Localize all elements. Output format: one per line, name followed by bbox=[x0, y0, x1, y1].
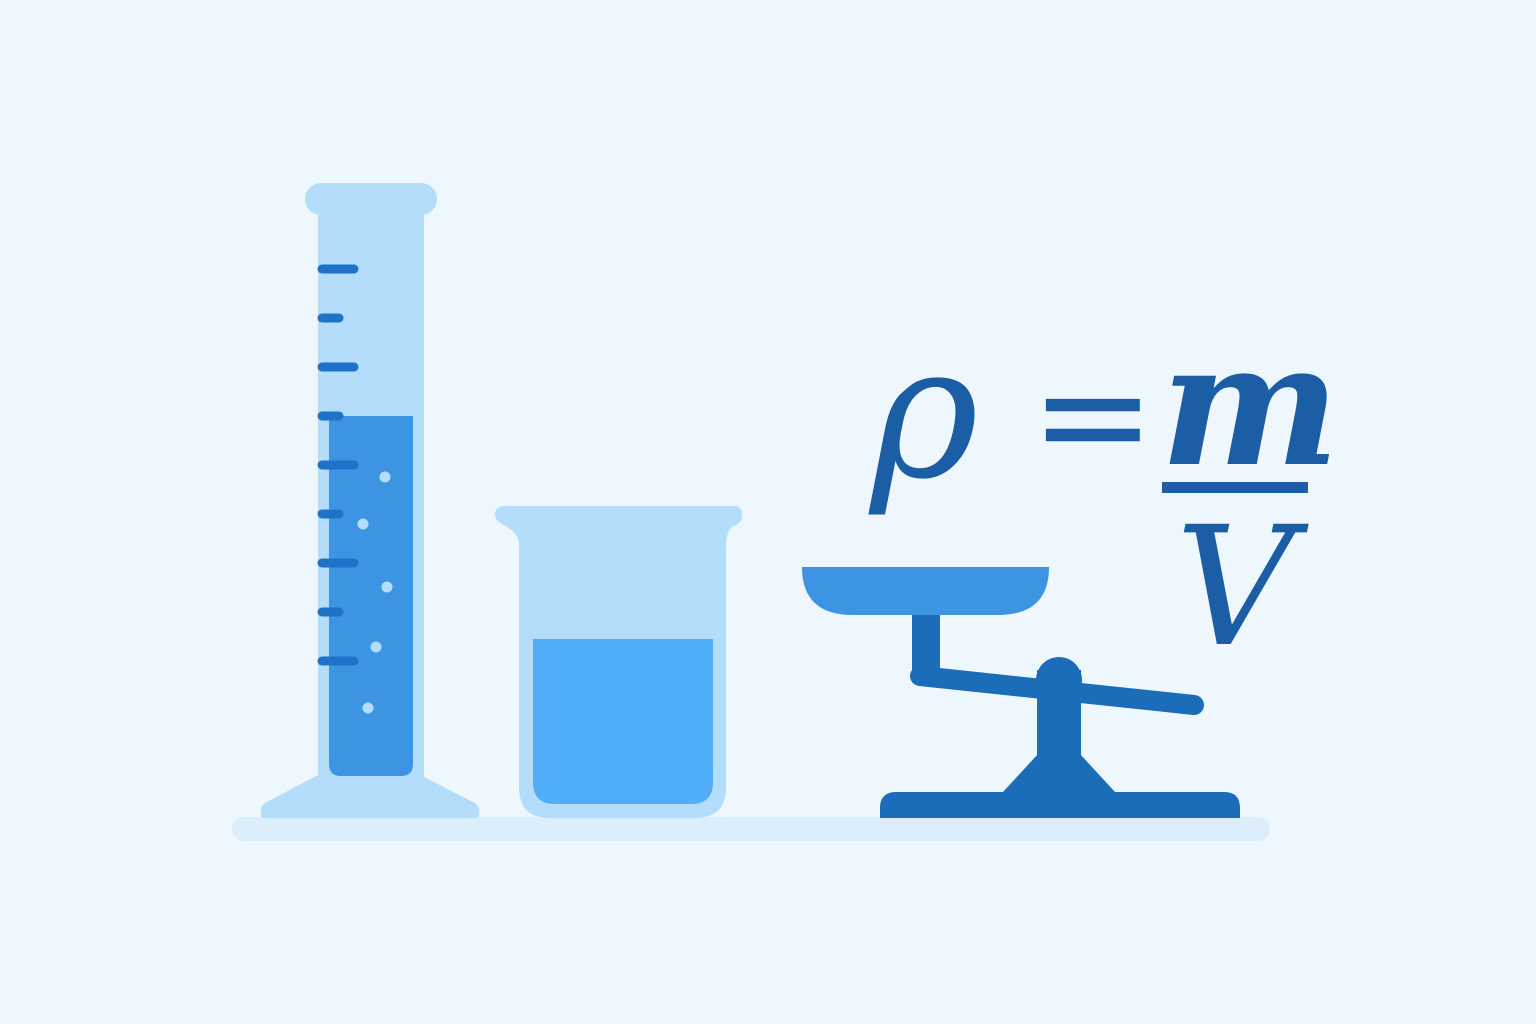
beaker-icon bbox=[495, 506, 742, 818]
balance-scale-icon bbox=[802, 567, 1240, 818]
density-symbol: ρ bbox=[870, 304, 979, 520]
shelf bbox=[232, 817, 1270, 841]
equals-sign: = bbox=[1030, 329, 1156, 503]
fraction-bar bbox=[1162, 482, 1308, 493]
density-formula: ρ = m V bbox=[860, 304, 1340, 670]
volume-symbol: V bbox=[1175, 491, 1295, 683]
graduated-cylinder-icon bbox=[260, 183, 480, 818]
mass-symbol: m bbox=[1160, 305, 1340, 505]
